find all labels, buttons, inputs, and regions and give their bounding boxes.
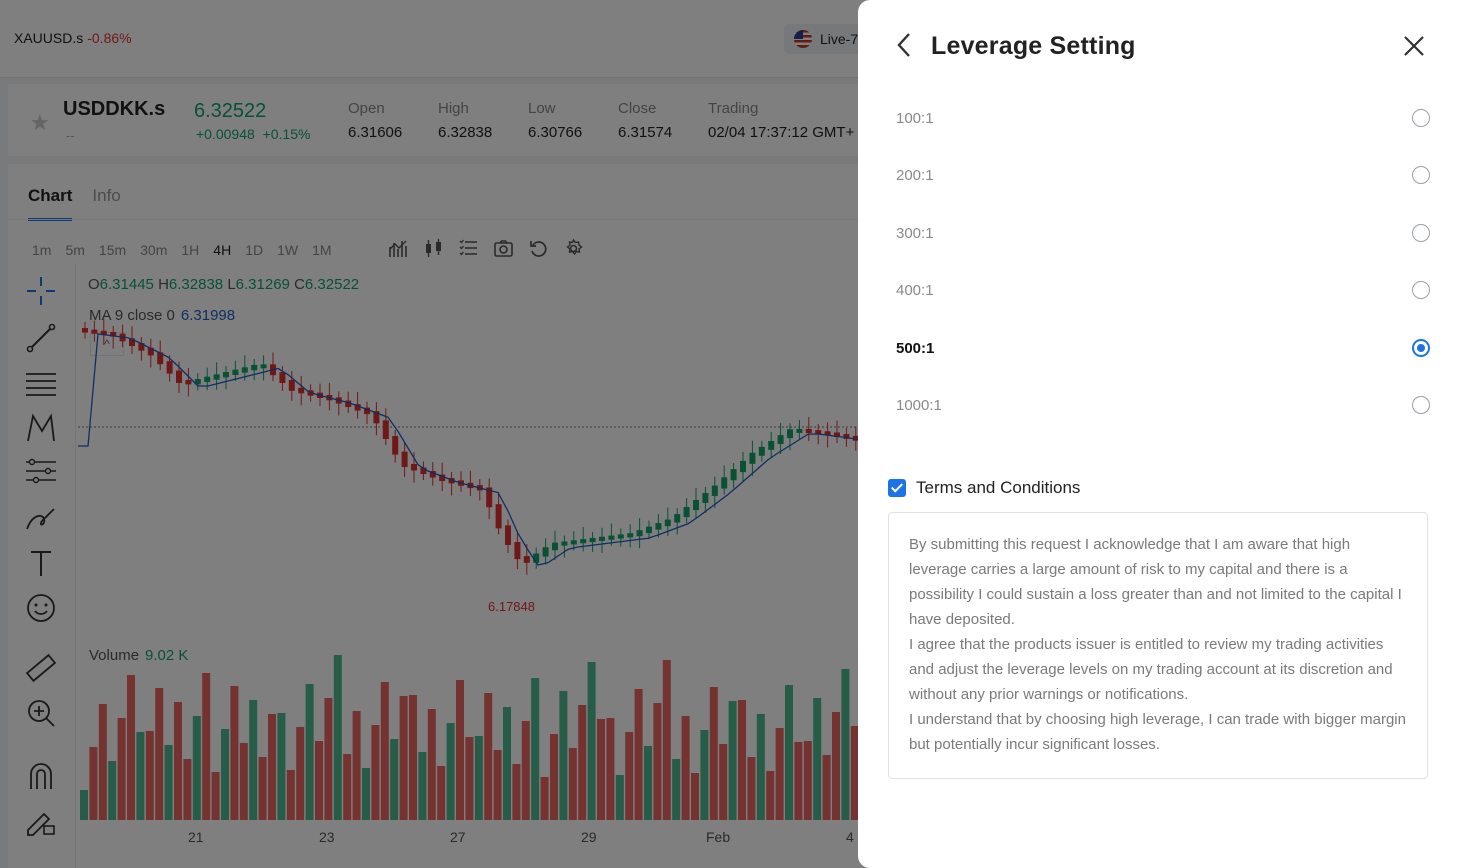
leverage-option-label: 100:1	[896, 109, 934, 127]
terms-label: Terms and Conditions	[916, 478, 1081, 497]
drawer-title: Leverage Setting	[931, 32, 1136, 60]
radio-button-selected[interactable]	[1412, 339, 1430, 357]
leverage-option-400[interactable]: 400:1	[896, 273, 1430, 307]
terms-text-box: By submitting this request I acknowledge…	[888, 512, 1428, 779]
leverage-option-label: 400:1	[896, 281, 934, 299]
leverage-drawer: Leverage Setting 100:1 200:1 300:1 400:1…	[858, 0, 1458, 868]
radio-button[interactable]	[1412, 166, 1430, 184]
radio-button[interactable]	[1412, 396, 1430, 414]
checkbox-checked-icon[interactable]	[888, 479, 906, 497]
radio-button[interactable]	[1412, 109, 1430, 127]
radio-button[interactable]	[1412, 224, 1430, 242]
leverage-option-label: 200:1	[896, 166, 934, 184]
terms-paragraph: I agree that the products issuer is enti…	[909, 636, 1393, 703]
leverage-option-label: 1000:1	[896, 396, 942, 414]
leverage-option-label: 500:1	[896, 339, 935, 357]
leverage-option-200[interactable]: 200:1	[896, 158, 1430, 192]
leverage-option-100[interactable]: 100:1	[896, 101, 1430, 135]
back-arrow-icon[interactable]	[896, 32, 912, 58]
terms-checkbox-row[interactable]: Terms and Conditions	[888, 478, 1080, 498]
leverage-option-1000[interactable]: 1000:1	[896, 388, 1430, 422]
leverage-option-label: 300:1	[896, 224, 934, 242]
radio-button[interactable]	[1412, 281, 1430, 299]
leverage-option-500[interactable]: 500:1	[896, 331, 1430, 365]
close-icon[interactable]	[1402, 34, 1426, 58]
leverage-option-300[interactable]: 300:1	[896, 216, 1430, 250]
terms-paragraph: I understand that by choosing high lever…	[909, 711, 1406, 753]
terms-paragraph: By submitting this request I acknowledge…	[909, 536, 1402, 628]
